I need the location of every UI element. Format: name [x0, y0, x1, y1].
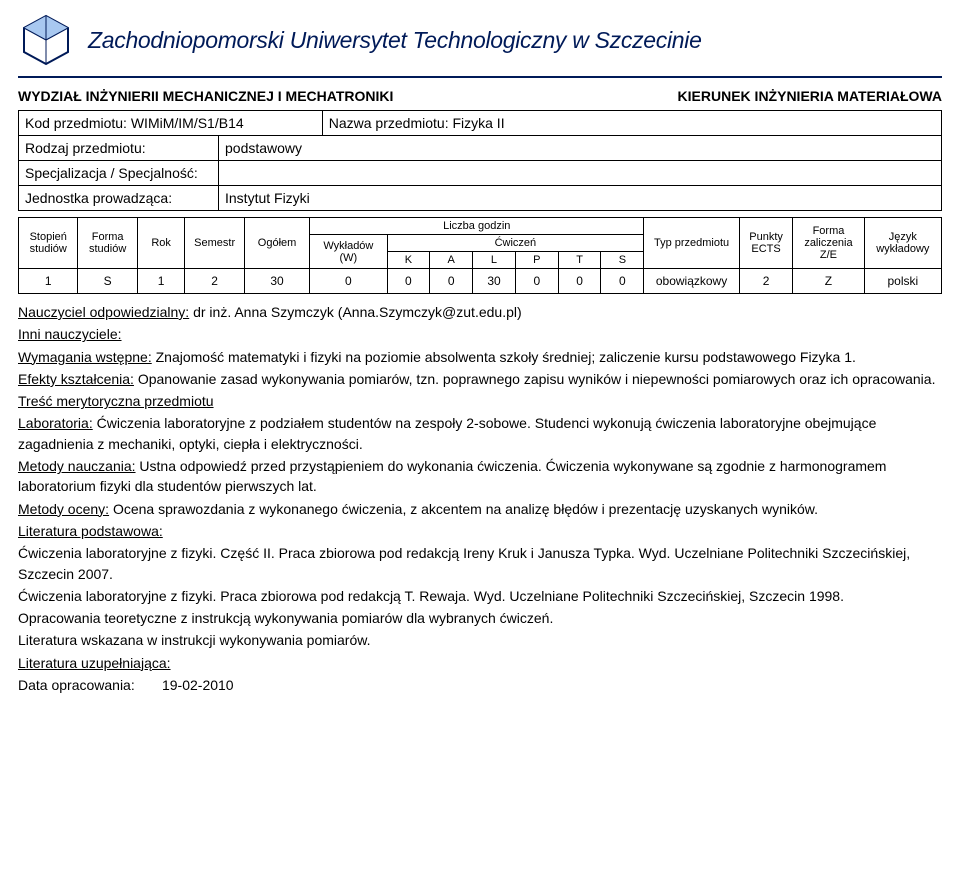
cell-wyklad: 0: [310, 269, 387, 294]
req-label: Wymagania wstępne:: [18, 349, 152, 365]
eff-label: Efekty kształcenia:: [18, 371, 134, 387]
col-T: T: [558, 252, 601, 269]
code-value: WIMiM/IM/S1/B14: [131, 115, 244, 131]
col-zal: Forma zaliczenia Z/E: [793, 218, 864, 269]
divider: [18, 76, 942, 78]
unit-value: Instytut Fizyki: [219, 186, 942, 211]
assess-value: Ocena sprawozdania z wykonanego ćwiczeni…: [109, 501, 818, 517]
cell-stopien: 1: [19, 269, 78, 294]
cell-K: 0: [387, 269, 430, 294]
name-value: Fizyka II: [452, 115, 504, 131]
code-label: Kod przedmiotu:: [25, 115, 127, 131]
cell-semestr: 2: [185, 269, 244, 294]
method-value: Ustna odpowiedź przed przystąpieniem do …: [18, 458, 886, 494]
req-value: Znajomość matematyki i fizyki na poziomi…: [152, 349, 856, 365]
date-value: 19-02-2010: [162, 677, 234, 693]
meta-table: Kod przedmiotu: WIMiM/IM/S1/B14 Nazwa pr…: [18, 110, 942, 211]
lit-item: Ćwiczenia laboratoryjne z fizyki. Praca …: [18, 586, 942, 606]
unit-label: Jednostka prowadząca:: [19, 186, 219, 211]
type-label: Rodzaj przedmiotu:: [19, 136, 219, 161]
cell-rok: 1: [137, 269, 185, 294]
table-row: Kod przedmiotu: WIMiM/IM/S1/B14 Nazwa pr…: [19, 111, 942, 136]
cell-forma: S: [78, 269, 137, 294]
hours-table: Stopień studiów Forma studiów Rok Semest…: [18, 217, 942, 294]
col-ects: Punkty ECTS: [739, 218, 792, 269]
cell-S: 0: [601, 269, 644, 294]
col-L: L: [473, 252, 516, 269]
date-label: Data opracowania:: [18, 677, 135, 693]
cell-T: 0: [558, 269, 601, 294]
lit-item: Opracowania teoretyczne z instrukcją wyk…: [18, 608, 942, 628]
cell-typ: obowiązkowy: [644, 269, 740, 294]
col-wyklad: Wykładów (W): [310, 235, 387, 269]
lit-extra-label: Literatura uzupełniająca:: [18, 655, 171, 671]
lab-label: Laboratoria:: [18, 415, 93, 431]
faculty-header: WYDZIAŁ INŻYNIERII MECHANICZNEJ I MECHAT…: [18, 88, 942, 104]
university-name: Zachodniopomorski Uniwersytet Technologi…: [88, 27, 702, 54]
teacher-label: Nauczyciel odpowiedzialny:: [18, 304, 189, 320]
col-rok: Rok: [137, 218, 185, 269]
lit-item: Ćwiczenia laboratoryjne z fizyki. Część …: [18, 543, 942, 584]
method-label: Metody nauczania:: [18, 458, 136, 474]
table-row: 1 S 1 2 30 0 0 0 30 0 0 0 obowiązkowy 2 …: [19, 269, 942, 294]
col-forma: Forma studiów: [78, 218, 137, 269]
body-text: Nauczyciel odpowiedzialny: dr inż. Anna …: [18, 302, 942, 673]
teacher-value: dr inż. Anna Szymczyk (Anna.Szymczyk@zut…: [189, 304, 521, 320]
cell-ogol: 30: [244, 269, 309, 294]
col-liczba: Liczba godzin: [310, 218, 644, 235]
col-A: A: [430, 252, 473, 269]
name-label: Nazwa przedmiotu:: [329, 115, 449, 131]
type-value: podstawowy: [219, 136, 942, 161]
col-stopien: Stopień studiów: [19, 218, 78, 269]
eff-value: Opanowanie zasad wykonywania pomiarów, t…: [134, 371, 936, 387]
cell-zal: Z: [793, 269, 864, 294]
lit-item: Literatura wskazana w instrukcji wykonyw…: [18, 630, 942, 650]
table-row: Specjalizacja / Specjalność:: [19, 161, 942, 186]
cell-ects: 2: [739, 269, 792, 294]
university-logo-icon: [18, 12, 74, 68]
cell-P: 0: [515, 269, 558, 294]
table-row: Jednostka prowadząca: Instytut Fizyki: [19, 186, 942, 211]
logo-row: Zachodniopomorski Uniwersytet Technologi…: [18, 8, 942, 70]
col-P: P: [515, 252, 558, 269]
col-cwiczen: Ćwiczeń: [387, 235, 644, 252]
faculty-name: WYDZIAŁ INŻYNIERII MECHANICZNEJ I MECHAT…: [18, 88, 393, 104]
assess-label: Metody oceny:: [18, 501, 109, 517]
col-K: K: [387, 252, 430, 269]
footer: Data opracowania: 19-02-2010: [18, 677, 942, 693]
table-row: Rodzaj przedmiotu: podstawowy: [19, 136, 942, 161]
spec-label: Specjalizacja / Specjalność:: [19, 161, 219, 186]
cell-A: 0: [430, 269, 473, 294]
field-name: KIERUNEK INŻYNIERIA MATERIAŁOWA: [678, 88, 942, 104]
col-jezyk: Język wykładowy: [864, 218, 941, 269]
cell-L: 30: [473, 269, 516, 294]
content-label: Treść merytoryczna przedmiotu: [18, 393, 214, 409]
col-S: S: [601, 252, 644, 269]
spec-value: [219, 161, 942, 186]
col-semestr: Semestr: [185, 218, 244, 269]
table-row: Stopień studiów Forma studiów Rok Semest…: [19, 218, 942, 235]
cell-jezyk: polski: [864, 269, 941, 294]
col-typ: Typ przedmiotu: [644, 218, 740, 269]
lit-basic-label: Literatura podstawowa:: [18, 523, 163, 539]
col-ogolem: Ogółem: [244, 218, 309, 269]
lab-value: Ćwiczenia laboratoryjne z podziałem stud…: [18, 415, 876, 451]
others-label: Inni nauczyciele:: [18, 326, 122, 342]
